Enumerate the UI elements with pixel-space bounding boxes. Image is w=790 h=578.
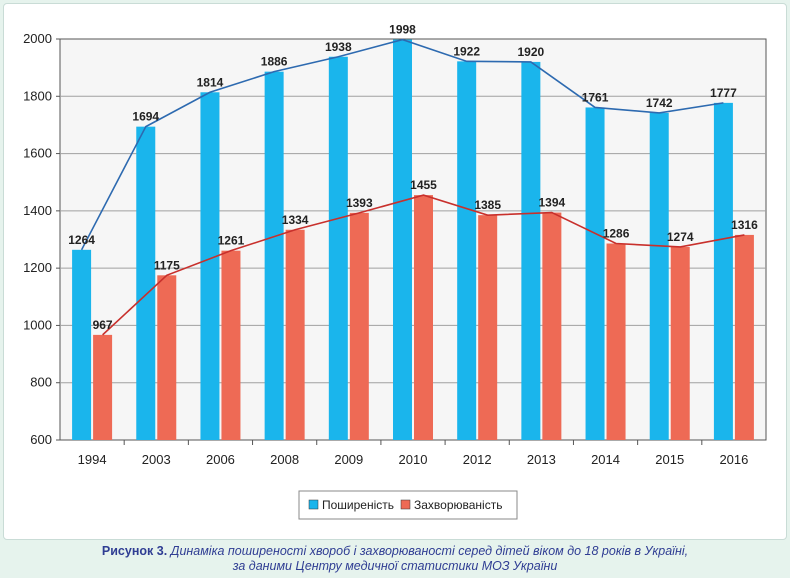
figure-caption: Рисунок 3. Динаміка поширеності хвороб і… <box>0 544 790 574</box>
data-label-prevalence: 1814 <box>197 75 224 89</box>
data-label-prevalence: 1742 <box>646 96 673 110</box>
caption-line-1: Рисунок 3. Динаміка поширеності хвороб і… <box>0 544 790 559</box>
y-tick-label: 1200 <box>23 260 52 275</box>
y-tick-label: 1600 <box>23 146 52 161</box>
bar-incidence <box>606 243 626 440</box>
data-label-incidence: 1455 <box>410 178 437 192</box>
bar-prevalence <box>72 249 92 440</box>
bar-chart: 600 800 1000 1200 1400 1600 1800 2000 1994 2003 2… <box>23 23 767 520</box>
data-label-incidence: 1274 <box>667 230 694 244</box>
bar-prevalence <box>649 112 669 441</box>
data-label-incidence: 1175 <box>154 258 180 272</box>
bar-prevalence <box>713 102 733 441</box>
bar-incidence <box>414 195 433 440</box>
x-tick-label: 2006 <box>206 452 235 467</box>
trend-line-incidence <box>102 194 745 336</box>
y-axis: 600 800 1000 1200 1400 1600 1800 2000 <box>23 31 60 447</box>
bar-incidence <box>221 250 241 440</box>
bar-incidence <box>478 215 498 440</box>
data-label-prevalence: 1886 <box>261 55 288 69</box>
x-tick-label: 1994 <box>78 452 107 467</box>
bar-prevalence <box>585 107 605 441</box>
x-tick-label: 2008 <box>270 452 299 467</box>
bar-incidence <box>349 212 369 440</box>
caption-text-1: Динаміка поширеності хвороб і захворюван… <box>170 544 689 558</box>
bar-incidence <box>285 229 305 440</box>
x-tick-label: 2012 <box>463 452 492 467</box>
bar-prevalence <box>200 92 220 441</box>
y-tick-label: 800 <box>30 375 52 390</box>
bar-incidence <box>734 234 754 440</box>
legend-label-prevalence: Поширеність <box>322 498 394 512</box>
bar-prevalence <box>136 126 156 440</box>
trend-lines <box>80 38 745 336</box>
data-label-prevalence: 1922 <box>453 44 480 58</box>
bar-prevalence <box>393 39 412 441</box>
legend-label-incidence: Захворюваність <box>414 498 502 512</box>
trend-line-prevalence <box>80 38 724 251</box>
data-label-prevalence: 1998 <box>389 23 416 37</box>
data-label-incidence: 1286 <box>603 227 630 241</box>
bar-prevalence <box>264 71 284 440</box>
caption-label: Рисунок 3. <box>101 544 168 558</box>
bar-prevalence <box>521 61 541 441</box>
caption-text-2: за даними Центру медичної статистики МОЗ… <box>232 559 558 573</box>
data-label-prevalence: 1920 <box>518 45 545 59</box>
y-tick-label: 600 <box>30 432 52 447</box>
data-label-prevalence: 1777 <box>710 86 737 100</box>
bar-incidence <box>93 334 113 440</box>
x-tick-label: 2013 <box>527 452 556 467</box>
data-label-prevalence: 1761 <box>582 90 609 104</box>
data-labels: 1264 1694 1814 1886 1938 1998 1922 1920 1761 1742… <box>68 23 758 332</box>
bar-prevalence <box>457 61 477 440</box>
x-axis: 1994 2003 2006 2008 2009 2010 2012 2013 2014 2015… <box>78 440 748 467</box>
data-label-incidence: 1393 <box>346 196 373 210</box>
legend-swatch-prevalence <box>308 499 319 510</box>
y-tick-label: 2000 <box>23 31 52 46</box>
bars <box>72 39 754 441</box>
bar-incidence <box>542 212 562 440</box>
bar-incidence <box>670 246 690 440</box>
x-tick-label: 2003 <box>142 452 171 467</box>
x-tick-label: 2016 <box>719 452 748 467</box>
x-tick-label: 2010 <box>399 452 428 467</box>
legend: Поширеність Захворюваність <box>298 490 518 520</box>
data-label-prevalence: 1938 <box>325 40 352 54</box>
gridlines <box>60 95 766 384</box>
y-tick-label: 1000 <box>23 317 52 332</box>
legend-swatch-incidence <box>400 499 411 510</box>
plot-area <box>59 38 767 441</box>
y-tick-label: 1800 <box>23 88 52 103</box>
x-tick-label: 2015 <box>655 452 684 467</box>
data-label-incidence: 1385 <box>474 198 501 212</box>
data-label-incidence: 1316 <box>731 218 758 232</box>
data-label-prevalence: 1264 <box>68 233 95 247</box>
bar-incidence <box>157 275 177 440</box>
data-label-incidence: 1261 <box>218 234 245 248</box>
data-label-prevalence: 1694 <box>132 110 159 124</box>
data-label-incidence: 1334 <box>282 213 309 227</box>
bar-prevalence <box>328 56 348 440</box>
y-tick-label: 1400 <box>23 203 52 218</box>
data-label-incidence: 1394 <box>539 196 566 210</box>
x-tick-label: 2014 <box>591 452 620 467</box>
x-tick-label: 2009 <box>334 452 363 467</box>
data-label-incidence: 967 <box>93 318 113 332</box>
